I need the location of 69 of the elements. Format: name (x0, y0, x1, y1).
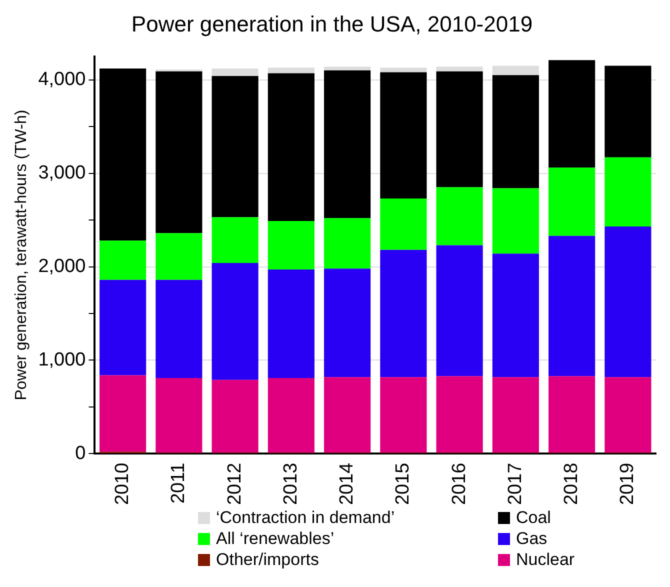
bar (436, 187, 483, 246)
bar (380, 377, 427, 453)
bar (604, 157, 652, 227)
bar (100, 280, 146, 376)
bar (212, 217, 258, 264)
bar (548, 376, 596, 453)
y-tick-label: 0 (75, 442, 86, 464)
x-tick-label: 2012 (224, 462, 246, 506)
bar (604, 226, 652, 378)
x-tick-label: 2017 (504, 462, 526, 506)
chart-title: Power generation in the USA, 2010-2019 (131, 11, 533, 36)
bar (436, 71, 483, 188)
bar (156, 280, 202, 378)
bar (268, 378, 314, 453)
x-tick-label: 2014 (336, 462, 358, 506)
legend-label: ‘Contraction in demand’ (216, 508, 395, 528)
bar (380, 250, 427, 378)
bar (380, 198, 427, 250)
x-tick-label: 2011 (168, 462, 190, 504)
bar (100, 68, 146, 241)
bar (212, 380, 258, 453)
legend-label: All ‘renewables’ (216, 529, 334, 549)
bar (156, 71, 202, 234)
y-tick-label: 3,000 (38, 162, 86, 184)
y-tick-label: 4,000 (38, 69, 86, 90)
bar (548, 60, 596, 168)
bar (604, 66, 652, 158)
y-tick-label: 2,000 (38, 256, 86, 277)
bar (268, 270, 314, 378)
bar (100, 240, 146, 280)
x-tick-label: 2019 (617, 462, 638, 506)
bar (380, 68, 427, 72)
legend-label: Coal (516, 508, 551, 528)
bar (268, 73, 314, 221)
bar (324, 70, 371, 218)
bar (492, 254, 539, 378)
bar (212, 68, 258, 76)
bar (268, 68, 314, 74)
bar (548, 168, 596, 236)
bar (156, 378, 202, 453)
bar (324, 218, 371, 269)
bar (324, 66, 371, 70)
x-tick-label: 2013 (280, 462, 302, 506)
bar (212, 76, 258, 218)
bar (604, 377, 652, 453)
text: 1,000 (38, 349, 86, 370)
x-tick-label: 2010 (112, 462, 134, 506)
bar (436, 66, 483, 72)
bar (212, 263, 258, 380)
x-tick-label: 2018 (561, 462, 582, 506)
x-tick-label: 2016 (448, 462, 470, 506)
legend-label: Gas (516, 529, 548, 549)
bar (324, 268, 371, 378)
bar (324, 377, 371, 453)
bar (436, 245, 483, 376)
y-axis-title: Power generation, terawatt-hours (TW-h) (13, 110, 30, 400)
bar (156, 233, 202, 280)
bar (492, 66, 539, 76)
bar (436, 376, 483, 453)
bar (268, 220, 314, 270)
legend-label: Other/imports (216, 550, 319, 570)
bar (492, 75, 539, 188)
bar (548, 236, 596, 376)
bar (380, 72, 427, 199)
legend-label: Nuclear (516, 550, 575, 570)
bar (492, 188, 539, 254)
bar (492, 377, 539, 453)
x-tick-label: 2015 (392, 462, 414, 506)
bar (100, 375, 146, 452)
